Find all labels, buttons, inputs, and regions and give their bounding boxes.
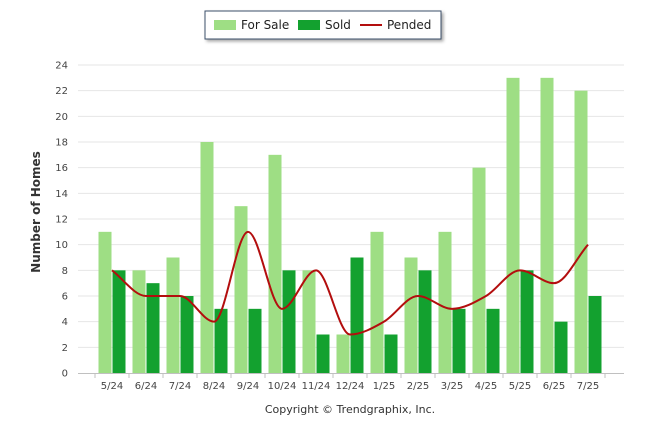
bar-sold <box>316 334 330 373</box>
bar-sold <box>520 270 534 373</box>
bar-sold <box>180 296 194 373</box>
x-tick-label: 4/25 <box>475 381 497 392</box>
bar-for-sale <box>574 90 588 374</box>
bar-sold <box>214 308 228 373</box>
legend-box <box>204 10 442 40</box>
x-tick-label: 11/24 <box>302 381 331 392</box>
x-tick-label: 7/25 <box>577 381 599 392</box>
y-tick-label: 0 <box>62 369 68 380</box>
legend-label-pended: Pended <box>387 18 431 32</box>
bar-sold <box>282 270 296 373</box>
bar-for-sale <box>234 206 248 373</box>
y-tick-label: 16 <box>55 163 68 174</box>
bar-sold <box>146 283 160 373</box>
bar-sold <box>418 270 432 373</box>
y-tick-label: 10 <box>55 240 68 251</box>
pended-line-layer <box>111 230 589 336</box>
bar-for-sale <box>200 142 214 373</box>
y-tick-label: 22 <box>55 86 68 97</box>
bar-sold <box>486 308 500 373</box>
y-tick-label: 4 <box>62 317 68 328</box>
y-axis-title: Number of Homes <box>29 151 43 273</box>
legend-label-sold: Sold <box>325 18 351 32</box>
bar-sold <box>248 308 262 373</box>
y-tick-label: 24 <box>55 61 68 72</box>
legend: For Sale Sold Pended <box>204 10 442 40</box>
bar-for-sale <box>268 154 282 373</box>
bar-for-sale <box>370 231 384 373</box>
line-pended <box>111 230 589 336</box>
x-tick-label: 10/24 <box>268 381 297 392</box>
bar-for-sale <box>98 231 112 373</box>
y-tick-label: 20 <box>55 112 68 123</box>
bar-for-sale <box>540 77 554 373</box>
x-tick-label: 2/25 <box>407 381 429 392</box>
bar-sold <box>384 334 398 373</box>
bar-for-sale <box>438 231 452 373</box>
x-tick-label: 6/24 <box>135 381 157 392</box>
y-tick-label: 18 <box>55 138 68 149</box>
x-tick-label: 7/24 <box>169 381 191 392</box>
bar-for-sale <box>132 270 146 373</box>
x-tick-label: 5/24 <box>101 381 123 392</box>
y-tick-label: 2 <box>62 343 68 354</box>
bar-sold <box>350 257 364 373</box>
y-tick-label: 6 <box>62 292 68 303</box>
y-tick-label: 12 <box>55 215 68 226</box>
legend-swatch-for-sale <box>214 20 236 30</box>
bar-sold <box>588 296 602 373</box>
x-tick-label: 6/25 <box>543 381 565 392</box>
x-tick-label: 1/25 <box>373 381 395 392</box>
bar-sold <box>554 321 568 373</box>
copyright-footer: Copyright © Trendgraphix, Inc. <box>265 403 435 416</box>
x-tick-label: 8/24 <box>203 381 225 392</box>
legend-label-for-sale: For Sale <box>241 18 289 32</box>
x-tick-label: 5/25 <box>509 381 531 392</box>
bar-sold <box>452 308 466 373</box>
x-tick-label: 9/24 <box>237 381 259 392</box>
x-tick-label: 12/24 <box>336 381 365 392</box>
y-tick-label: 8 <box>62 266 68 277</box>
x-tick-label: 3/25 <box>441 381 463 392</box>
bars <box>98 77 602 374</box>
y-tick-label: 14 <box>55 189 68 200</box>
bar-for-sale <box>336 334 350 373</box>
legend-swatch-sold <box>298 20 320 30</box>
bar-for-sale <box>166 257 180 373</box>
bar-for-sale <box>506 77 520 373</box>
bar-for-sale <box>404 257 418 373</box>
bar-sold <box>112 270 126 373</box>
bar-for-sale <box>302 270 316 373</box>
bar-for-sale <box>472 167 486 373</box>
